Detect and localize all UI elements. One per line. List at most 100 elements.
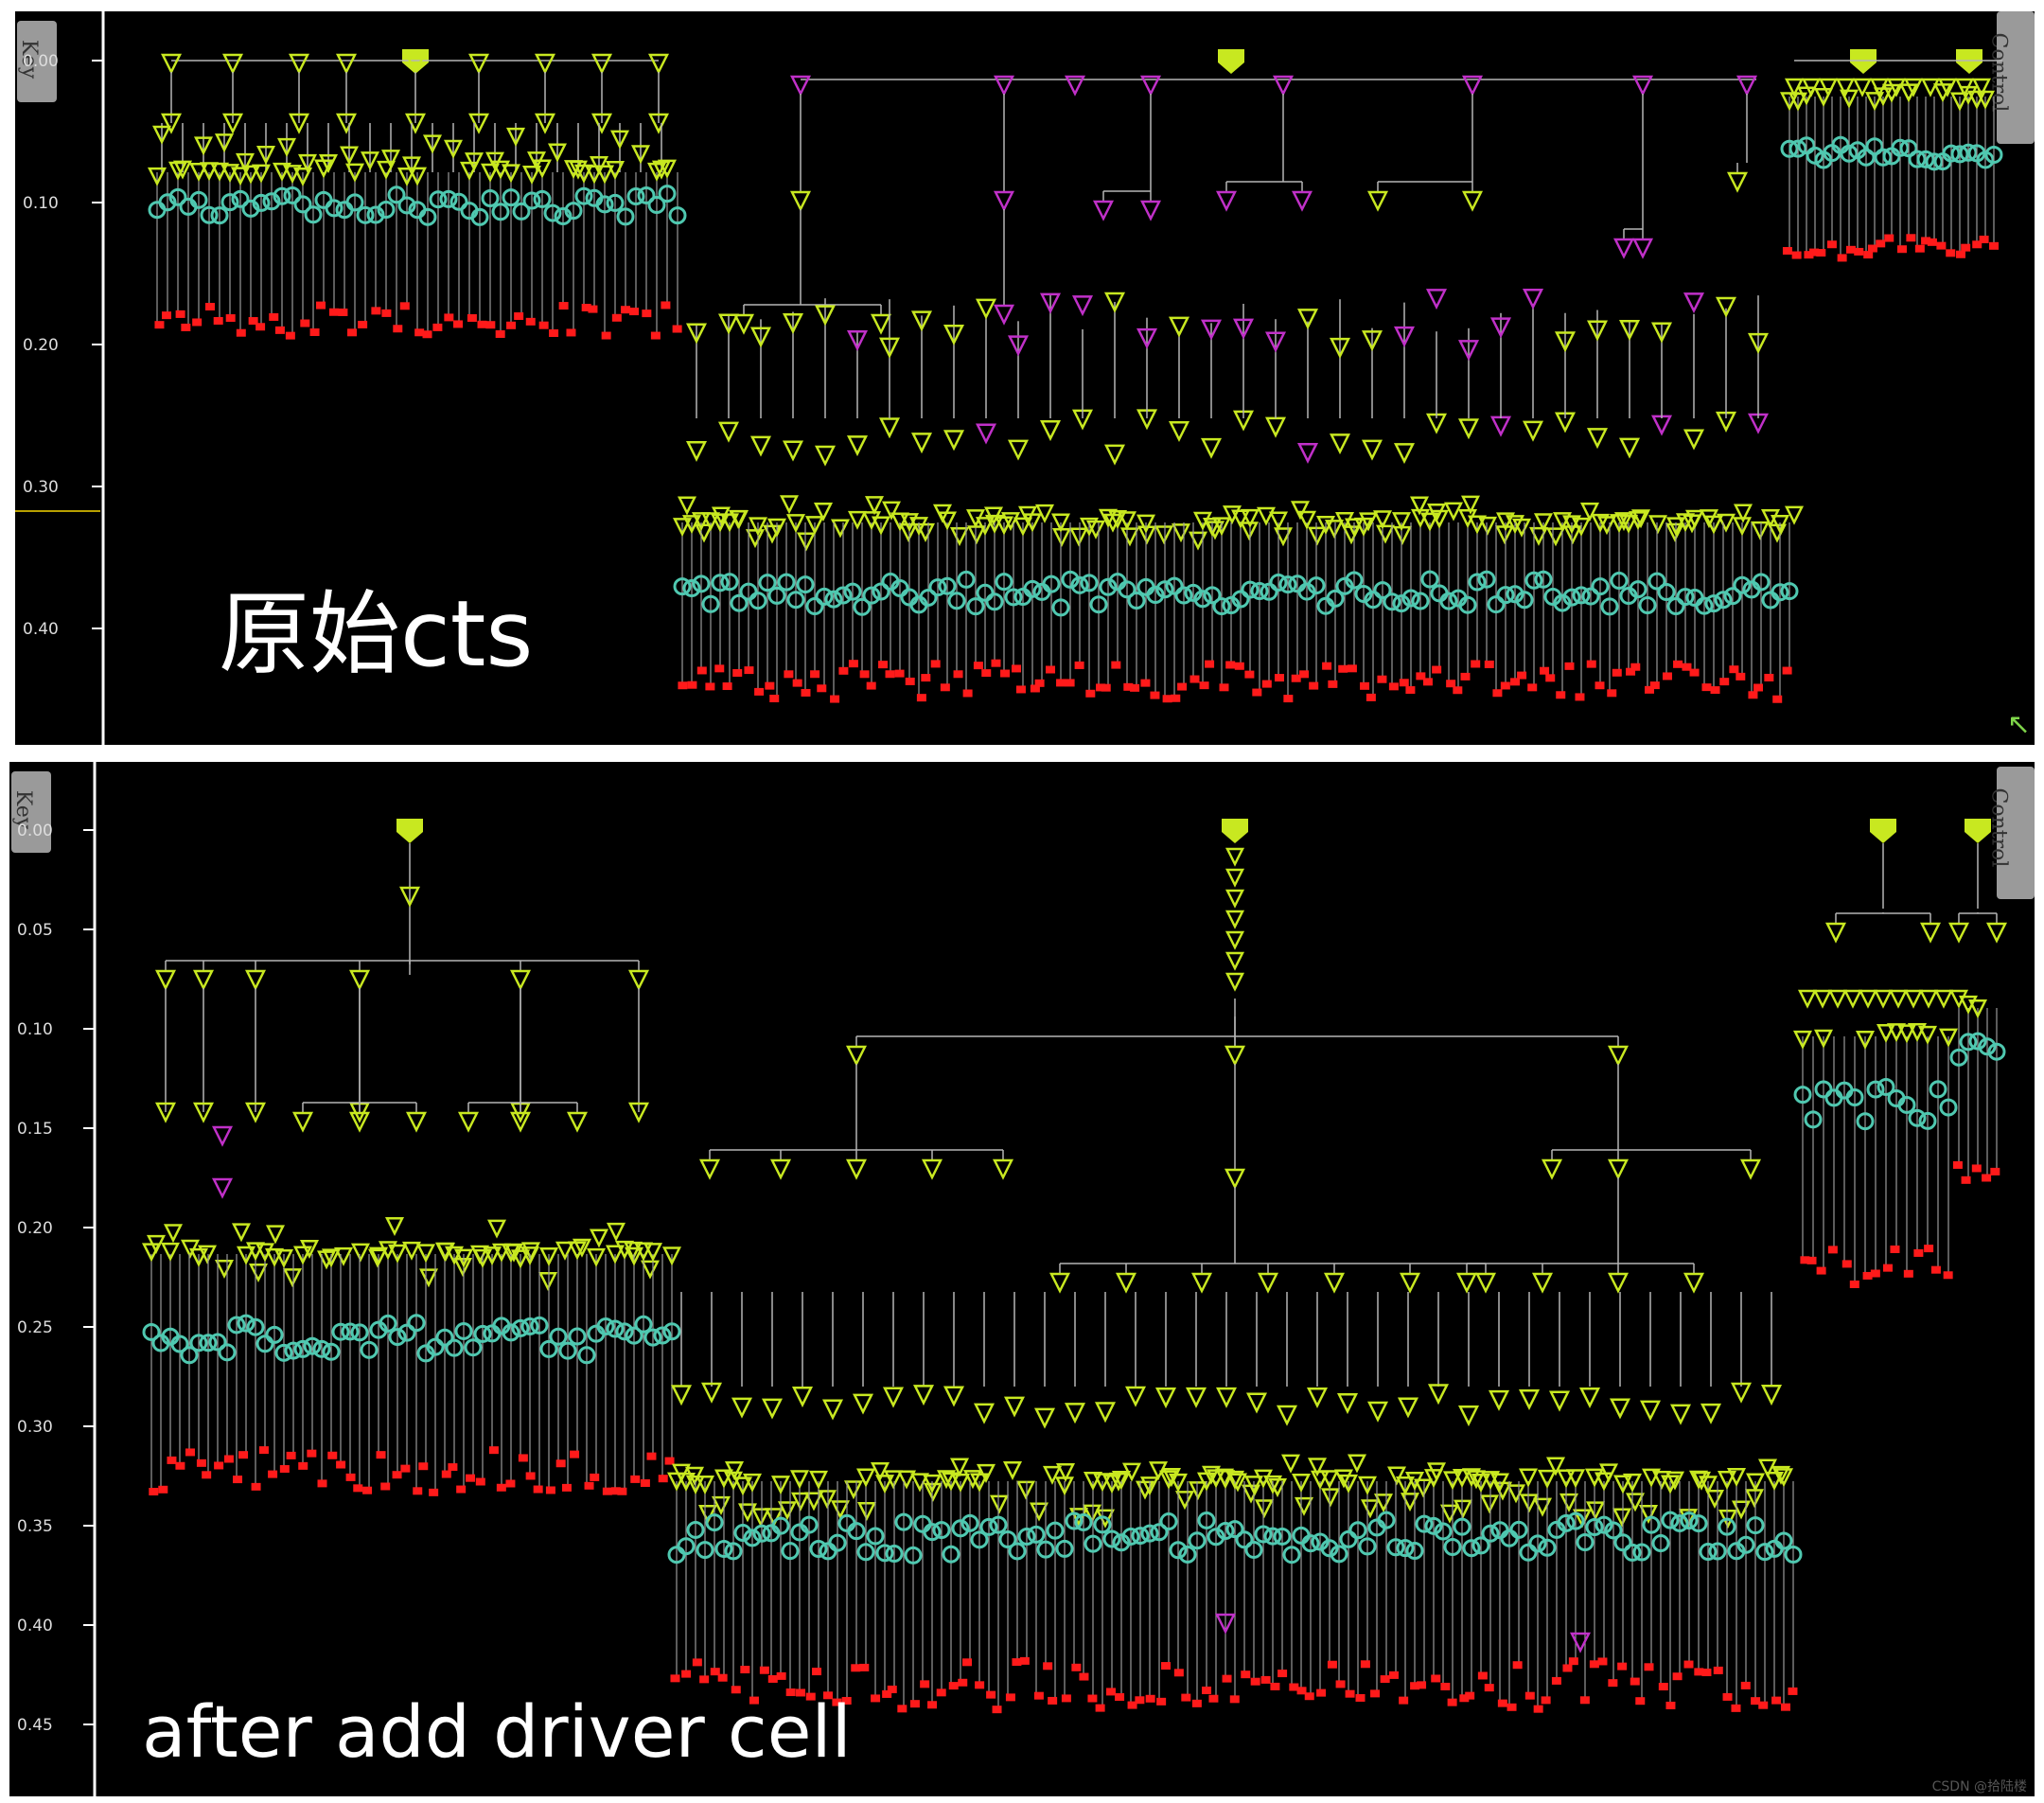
buffer-icon xyxy=(1111,1471,1132,1491)
clock-pin-icon xyxy=(692,574,711,593)
buffer-icon xyxy=(1190,1272,1213,1294)
clock-pin-icon xyxy=(512,202,531,221)
clock-pin-icon xyxy=(1788,139,1807,158)
buffer-icon xyxy=(1319,1470,1340,1490)
panel-caption: 原始cts xyxy=(219,581,534,687)
sink-marker xyxy=(848,660,858,668)
buffer-icon xyxy=(878,417,901,439)
buffer-icon xyxy=(1594,1472,1614,1492)
buffer-icon xyxy=(188,1247,209,1267)
buffer-icon xyxy=(685,1476,706,1495)
sink-marker xyxy=(1432,665,1442,674)
sink-marker xyxy=(204,303,215,311)
buffer-icon xyxy=(1813,87,1834,108)
sink-marker xyxy=(1447,1698,1457,1706)
buffer-icon xyxy=(630,145,651,165)
clock-root-icon xyxy=(1218,49,1244,74)
buffer-icon xyxy=(1003,1396,1026,1418)
sink-marker xyxy=(418,1462,429,1471)
buffer-icon xyxy=(251,164,272,184)
clock-pin-icon xyxy=(1364,591,1383,610)
buffer-icon xyxy=(1307,1458,1328,1477)
clock-pin-icon xyxy=(1774,1531,1793,1550)
buffer-icon xyxy=(236,1246,256,1265)
buffer-icon xyxy=(1227,1473,1248,1493)
buffer-icon xyxy=(1733,504,1753,523)
sink-marker xyxy=(1665,1701,1676,1709)
sink-marker xyxy=(1446,680,1456,688)
inverter-icon xyxy=(1393,326,1416,347)
buffer-icon xyxy=(368,1246,389,1266)
y-axis-tick-label: 0.20 xyxy=(17,1219,53,1238)
buffer-icon xyxy=(1541,1158,1563,1180)
buffer-icon xyxy=(520,1246,540,1266)
control-tab[interactable]: Control xyxy=(1986,11,2035,144)
key-tab[interactable]: Key xyxy=(17,21,57,102)
clock-pin-icon xyxy=(491,203,510,221)
clock-pin-icon xyxy=(1908,150,1927,168)
buffer-icon xyxy=(1098,508,1119,528)
buffer-icon xyxy=(896,1470,917,1490)
clock-pin-icon xyxy=(866,1527,885,1546)
clock-pin-icon xyxy=(1534,570,1553,589)
clock-pin-icon xyxy=(1150,1523,1169,1542)
sink-marker xyxy=(1524,1691,1535,1700)
buffer-icon xyxy=(685,440,708,462)
buffer-icon xyxy=(691,512,712,532)
sink-marker xyxy=(705,682,715,691)
panel-after-driver-cell: Key Control 0.00 0.05 0.10 0.15 0.20 0.25 0.30… xyxy=(9,762,2035,1796)
buffer-icon xyxy=(923,1482,943,1502)
buffer-icon xyxy=(1206,1469,1226,1489)
sink-marker xyxy=(1244,670,1255,679)
control-tab[interactable]: Control xyxy=(1986,767,2035,899)
buffer-icon xyxy=(1612,1508,1632,1528)
sink-marker xyxy=(1788,1687,1798,1695)
inverter-icon xyxy=(1071,295,1094,317)
clock-pin-icon xyxy=(942,1545,960,1564)
buffer-icon xyxy=(422,134,443,154)
buffer-icon xyxy=(521,165,542,186)
sink-marker xyxy=(1459,1694,1470,1703)
clock-pin-icon xyxy=(767,586,786,605)
sink-marker xyxy=(859,670,870,679)
clock-tree-canvas[interactable]: 0.00 0.10 0.20 0.30 0.40 xyxy=(15,11,2035,745)
clock-pin-icon xyxy=(1632,1543,1651,1562)
buffer-icon xyxy=(830,1500,851,1520)
buffer-icon xyxy=(1548,1390,1571,1412)
sink-marker xyxy=(1299,670,1310,679)
sink-marker xyxy=(202,1471,212,1479)
clock-pin-icon xyxy=(1699,1543,1718,1562)
key-tab[interactable]: Key xyxy=(11,771,51,853)
sink-marker xyxy=(422,330,432,339)
buffer-icon xyxy=(969,1473,990,1493)
clock-pin-icon xyxy=(397,1323,416,1342)
resize-arrow-icon[interactable]: ↖ xyxy=(2006,708,2031,741)
inverter-icon xyxy=(1007,335,1030,357)
clock-pin-icon xyxy=(200,205,219,224)
sink-marker xyxy=(1930,1265,1941,1274)
clock-pin-icon xyxy=(1225,1520,1244,1539)
sink-marker xyxy=(1033,1691,1044,1700)
buffer-icon xyxy=(1757,1458,1778,1478)
sink-marker xyxy=(992,1706,1002,1714)
sink-marker xyxy=(251,1482,261,1491)
clock-pin-icon xyxy=(1278,575,1297,594)
sink-marker xyxy=(1989,241,2000,250)
clock-pin-icon xyxy=(1695,596,1714,615)
sink-marker xyxy=(672,325,682,333)
buffer-icon xyxy=(1764,1471,1785,1492)
sink-marker xyxy=(1876,239,1886,248)
sink-marker xyxy=(1731,1704,1741,1712)
sink-marker xyxy=(274,326,285,334)
buffer-icon xyxy=(547,143,568,163)
buffer-icon xyxy=(505,127,526,147)
clock-tree-canvas[interactable]: 0.00 0.05 0.10 0.15 0.20 0.25 0.30 0.35 0.40 0.45 xyxy=(9,762,2035,1796)
clock-pin-icon xyxy=(1487,595,1506,614)
sink-marker xyxy=(1130,683,1140,692)
buffer-icon xyxy=(1306,1387,1329,1409)
clock-pin-icon xyxy=(218,1343,237,1362)
buffer-icon xyxy=(1625,1493,1646,1512)
sink-marker xyxy=(1360,1660,1370,1669)
buffer-icon xyxy=(1225,868,1245,888)
clock-pin-icon xyxy=(1784,1545,1803,1564)
